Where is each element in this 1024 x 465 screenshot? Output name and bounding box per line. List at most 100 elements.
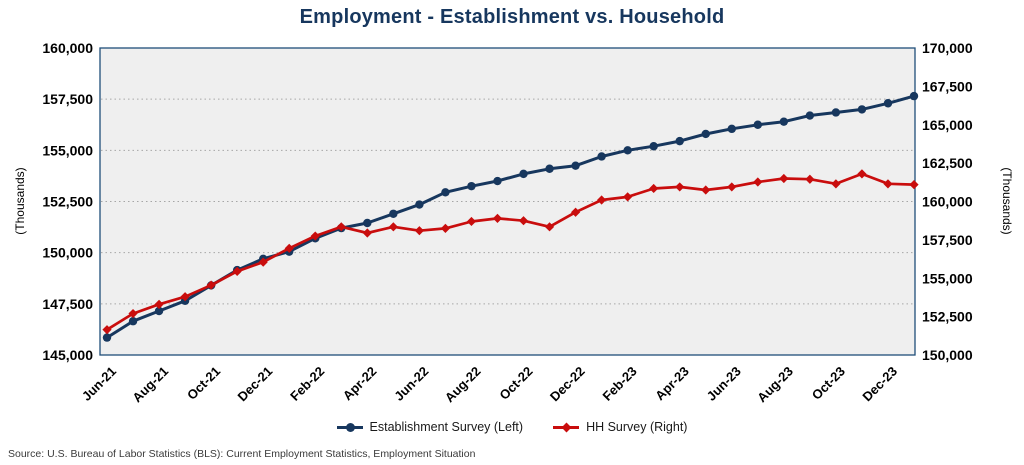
- hh-data-point: [414, 226, 424, 236]
- hh-data-point: [154, 299, 164, 309]
- hh-data-point: [206, 280, 216, 290]
- hh-data-point: [180, 292, 190, 302]
- chart-legend: Establishment Survey (Left) HH Survey (R…: [0, 420, 1024, 434]
- establishment-data-point: [831, 108, 841, 117]
- plot-frame: [99, 47, 916, 356]
- y-axis-right-tick-label: 157,500: [922, 232, 973, 248]
- x-axis-tick-label: Apr-22: [340, 364, 380, 404]
- legend-item-establishment: Establishment Survey (Left): [336, 420, 524, 434]
- hh-data-point: [466, 216, 477, 227]
- hh-data-point: [805, 174, 815, 184]
- hh-survey-line: [105, 172, 916, 332]
- hh-data-point: [518, 216, 529, 226]
- hh-data-point: [440, 223, 451, 233]
- hh-data-point: [909, 180, 919, 190]
- hh-data-point: [623, 192, 633, 202]
- hh-data-point: [232, 266, 242, 276]
- x-axis-tick-label: Jun-22: [391, 364, 431, 404]
- y-axis-right-title: (Thousands): [1000, 167, 1014, 234]
- x-axis-tick-label: Dec-23: [859, 364, 900, 405]
- y-axis-left-tick-label: 157,500: [42, 91, 93, 107]
- x-axis-tick-label: Jun-21: [79, 364, 119, 404]
- establishment-series-icon: [336, 421, 363, 433]
- y-axis-left-tick-label: 145,000: [42, 347, 93, 363]
- hh-data-point: [492, 213, 503, 223]
- hh-data-point: [649, 183, 659, 194]
- y-axis-left-tick-label: 155,000: [42, 142, 93, 158]
- establishment-data-point: [701, 129, 710, 139]
- hh-data-point: [258, 257, 268, 267]
- establishment-data-point: [597, 152, 606, 161]
- establishment-data-point: [779, 117, 789, 126]
- y-axis-right-tick-label: 152,500: [922, 309, 973, 325]
- hh-data-point: [362, 228, 372, 238]
- y-axis-right-tick-label: 150,000: [922, 347, 973, 363]
- hh-data-point: [388, 222, 398, 232]
- establishment-data-point: [545, 164, 554, 173]
- hh-data-point: [753, 177, 763, 187]
- x-axis-tick-label: Apr-23: [652, 364, 692, 404]
- y-axis-right-tick-label: 167,500: [922, 78, 973, 94]
- establishment-data-point: [623, 146, 632, 155]
- hh-data-point: [128, 308, 138, 319]
- y-axis-left-tick-label: 160,000: [42, 40, 93, 56]
- establishment-data-point: [727, 124, 736, 134]
- hh-data-point: [779, 173, 789, 184]
- establishment-data-point: [805, 111, 815, 120]
- x-axis-tick-label: Jun-23: [704, 364, 744, 404]
- hh-data-point: [701, 185, 711, 195]
- establishment-data-point: [649, 142, 658, 151]
- hh-data-point: [336, 222, 346, 232]
- x-axis-tick-label: Aug-21: [129, 364, 171, 406]
- establishment-data-point: [909, 91, 919, 101]
- establishment-data-point: [675, 136, 684, 146]
- chart-title: Employment - Establishment vs. Household: [299, 6, 725, 28]
- y-axis-right-tick-label: 165,000: [922, 117, 973, 133]
- establishment-data-point: [441, 188, 450, 197]
- x-axis-tick-label: Oct-22: [496, 364, 535, 403]
- hh-data-point: [857, 169, 867, 179]
- x-axis-tick-label: Feb-23: [600, 364, 640, 404]
- establishment-data-point: [467, 181, 476, 191]
- y-axis-left-tick-label: 150,000: [42, 245, 93, 261]
- x-axis-tick-label: Oct-23: [809, 364, 848, 403]
- establishment-data-point: [519, 169, 528, 179]
- establishment-survey-line: [105, 94, 916, 340]
- hh-data-point: [883, 179, 893, 189]
- y-axis-right-tick-label: 170,000: [922, 40, 973, 56]
- hh-series-icon: [553, 421, 580, 433]
- x-axis-tick-label: Oct-21: [184, 364, 223, 403]
- hh-data-point: [675, 182, 685, 192]
- establishment-data-point: [571, 161, 580, 170]
- legend-label-household: HH Survey (Right): [586, 420, 688, 434]
- x-axis-tick-label: Feb-22: [287, 364, 327, 404]
- hh-data-point: [597, 195, 607, 205]
- establishment-data-point: [753, 120, 763, 129]
- source-note: Source: U.S. Bureau of Labor Statistics …: [8, 448, 476, 460]
- establishment-data-point: [493, 176, 502, 186]
- legend-item-household: HH Survey (Right): [553, 420, 687, 434]
- y-axis-left-title: (Thousands): [13, 167, 27, 234]
- hh-data-point: [570, 207, 581, 217]
- y-axis-left-tick-label: 147,500: [42, 296, 93, 312]
- establishment-data-point: [154, 306, 164, 316]
- hh-data-point: [284, 243, 294, 253]
- x-axis-tick-label: Aug-22: [442, 364, 484, 406]
- x-axis-tick-label: Aug-23: [754, 364, 796, 406]
- establishment-data-point: [389, 209, 398, 218]
- y-axis-right-tick-label: 162,500: [922, 155, 973, 171]
- x-axis-tick-label: Dec-21: [235, 364, 276, 405]
- hh-data-point: [102, 325, 112, 335]
- establishment-data-point: [128, 317, 138, 326]
- hh-data-point: [544, 222, 555, 232]
- y-axis-right-tick-label: 160,000: [922, 194, 973, 210]
- hh-data-point: [727, 182, 737, 192]
- establishment-data-point: [415, 200, 424, 209]
- establishment-data-point: [363, 218, 372, 228]
- x-axis-tick-label: Dec-22: [547, 364, 588, 405]
- establishment-data-point: [857, 105, 867, 114]
- establishment-data-point: [883, 99, 893, 108]
- legend-label-establishment: Establishment Survey (Left): [369, 420, 524, 434]
